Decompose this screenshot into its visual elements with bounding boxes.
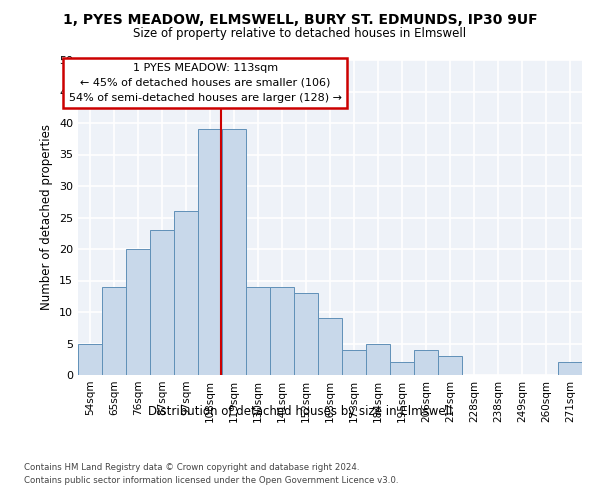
Bar [246, 287, 270, 375]
Text: Size of property relative to detached houses in Elmswell: Size of property relative to detached ho… [133, 28, 467, 40]
Bar [222, 130, 246, 375]
Bar [318, 318, 342, 375]
Bar [126, 249, 150, 375]
Bar [414, 350, 438, 375]
Bar [150, 230, 174, 375]
Bar [558, 362, 582, 375]
Bar [270, 287, 294, 375]
Text: Contains public sector information licensed under the Open Government Licence v3: Contains public sector information licen… [24, 476, 398, 485]
Bar [390, 362, 414, 375]
Bar [102, 287, 126, 375]
Bar [294, 293, 318, 375]
Text: 1, PYES MEADOW, ELMSWELL, BURY ST. EDMUNDS, IP30 9UF: 1, PYES MEADOW, ELMSWELL, BURY ST. EDMUN… [62, 12, 538, 26]
Bar [198, 130, 222, 375]
Text: Distribution of detached houses by size in Elmswell: Distribution of detached houses by size … [148, 405, 452, 418]
Bar [438, 356, 462, 375]
Bar [174, 211, 198, 375]
Bar [366, 344, 390, 375]
Text: 1 PYES MEADOW: 113sqm
← 45% of detached houses are smaller (106)
54% of semi-det: 1 PYES MEADOW: 113sqm ← 45% of detached … [68, 63, 342, 103]
Bar [342, 350, 366, 375]
Bar [78, 344, 102, 375]
Y-axis label: Number of detached properties: Number of detached properties [40, 124, 53, 310]
Text: Contains HM Land Registry data © Crown copyright and database right 2024.: Contains HM Land Registry data © Crown c… [24, 462, 359, 471]
